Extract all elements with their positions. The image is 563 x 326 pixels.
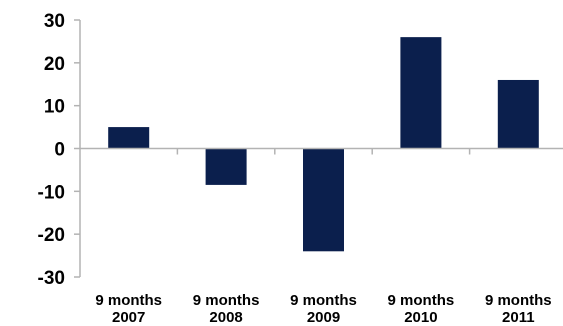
x-category-label: 9 months 2010 bbox=[388, 292, 455, 326]
x-category-label-line: 9 months bbox=[95, 292, 162, 309]
x-category-label-line: 2007 bbox=[112, 309, 145, 326]
x-category-label-line: 9 months bbox=[388, 292, 455, 309]
x-category-label-line: 2010 bbox=[404, 309, 437, 326]
y-axis: 30 20 10 0 -10 -20 -30 bbox=[38, 11, 81, 289]
y-tick-label: -10 bbox=[38, 182, 65, 203]
bars bbox=[108, 37, 539, 252]
y-tick-label: 20 bbox=[44, 54, 65, 75]
x-category-label: 9 months 2008 bbox=[193, 292, 260, 326]
x-category-label-line: 2011 bbox=[502, 309, 535, 326]
x-category-label-line: 9 months bbox=[485, 292, 552, 309]
y-tick-label: 0 bbox=[54, 140, 65, 161]
x-category-label-line: 9 months bbox=[290, 292, 357, 309]
y-tick-label: 10 bbox=[44, 97, 65, 118]
x-category-label: 9 months 2007 bbox=[95, 292, 162, 326]
y-tick-label: 30 bbox=[44, 11, 65, 32]
bar bbox=[205, 148, 247, 185]
x-category-label-line: 9 months bbox=[193, 292, 260, 309]
x-category-label-line: 2008 bbox=[209, 309, 242, 326]
y-tick-label: -30 bbox=[38, 268, 65, 289]
bar bbox=[400, 37, 442, 149]
y-tick-label: -20 bbox=[38, 225, 65, 246]
bar bbox=[303, 148, 344, 252]
x-category-label: 9 months 2011 bbox=[485, 292, 552, 326]
x-category-label: 9 months 2009 bbox=[290, 292, 357, 326]
x-category-label-line: 2009 bbox=[307, 309, 340, 326]
bar bbox=[108, 127, 150, 149]
bar bbox=[497, 79, 539, 149]
